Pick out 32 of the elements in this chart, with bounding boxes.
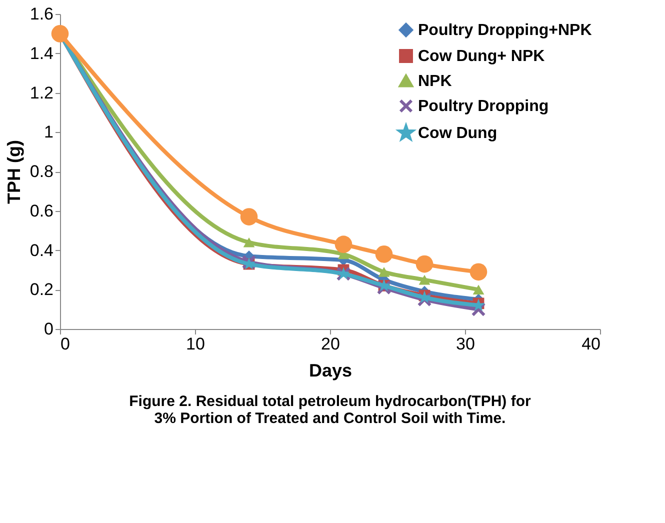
y-tick-label: 0 [44, 320, 54, 338]
y-tick-label: 1 [44, 122, 54, 142]
point [243, 237, 255, 248]
y-tick-label: 0.4 [30, 240, 54, 260]
point [471, 302, 486, 317]
y-tick-label: 1.6 [30, 4, 54, 24]
x-axis-title: Days [308, 360, 352, 380]
point [375, 246, 393, 263]
point [470, 263, 488, 281]
y-axis-title: TPH (g) [4, 140, 24, 204]
legend-label: Cow Dung+ NPK [418, 48, 546, 65]
y-tick-label: 0.8 [30, 162, 54, 181]
x-tick-label: 30 [456, 334, 475, 354]
x-tick-label: 0 [60, 334, 70, 354]
legend-label: Poultry Dropping+NPK [418, 22, 592, 39]
point [418, 274, 430, 285]
y-tick-label: 0.2 [30, 280, 54, 300]
y-tick-label: 1.2 [30, 83, 54, 102]
legend-label: NPK [418, 73, 452, 90]
point [240, 208, 258, 226]
legend-label: Cow Dung [418, 125, 498, 142]
point [334, 236, 352, 253]
point [416, 255, 434, 273]
legend-label: Poultry Dropping [418, 98, 549, 115]
caption: Figure 2. Residual total petroleum hydrocarbon(TPH) for 3% Portion of Treated and Control Soil with Time. [129, 393, 532, 427]
point [472, 284, 484, 295]
y-tick-label: 0.6 [30, 201, 54, 220]
point [378, 266, 390, 277]
x-tick-label: 10 [186, 334, 205, 354]
y-tick-label: 1.4 [30, 44, 54, 63]
x-tick-label: 40 [582, 334, 600, 354]
x-tick-label: 20 [321, 334, 340, 354]
